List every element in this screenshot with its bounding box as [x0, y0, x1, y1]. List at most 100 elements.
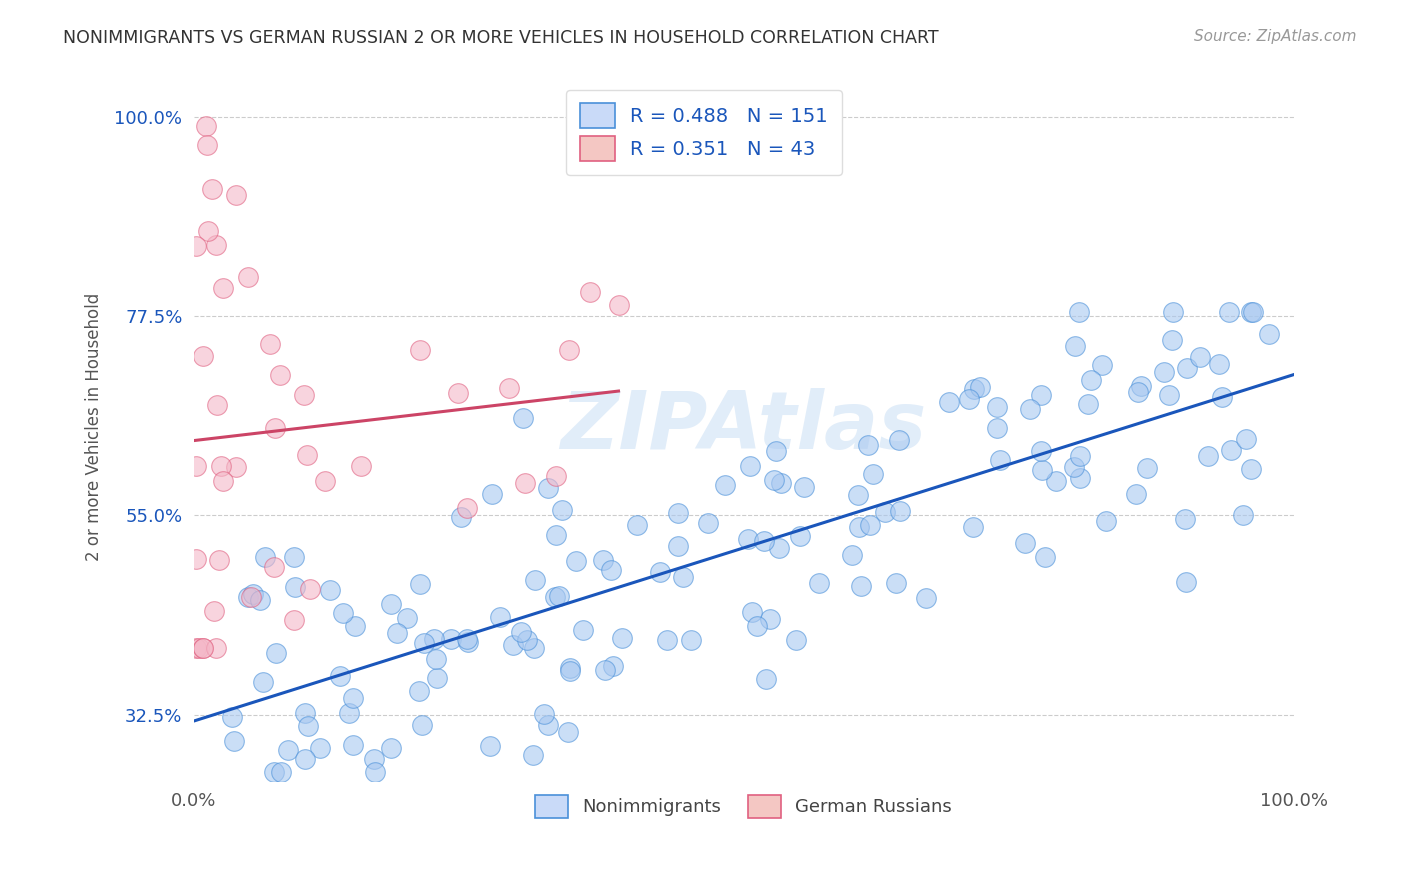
Point: [263, 765, 285, 780]
Point: [858, 438, 880, 452]
Point: [1136, 461, 1159, 475]
Point: [450, 509, 472, 524]
Point: [768, 541, 790, 555]
Point: [755, 672, 778, 686]
Point: [697, 516, 720, 531]
Point: [457, 635, 479, 649]
Point: [409, 343, 432, 357]
Point: [1175, 360, 1198, 375]
Point: [1208, 357, 1230, 371]
Point: [1153, 366, 1175, 380]
Point: [259, 337, 281, 351]
Point: [1241, 305, 1264, 319]
Point: [207, 553, 229, 567]
Point: [1045, 475, 1067, 489]
Point: [626, 517, 648, 532]
Point: [283, 613, 305, 627]
Point: [602, 659, 624, 673]
Point: [509, 625, 531, 640]
Point: [184, 641, 207, 656]
Point: [212, 281, 235, 295]
Point: [252, 675, 274, 690]
Point: [513, 475, 536, 490]
Point: [1064, 339, 1087, 353]
Point: [1239, 462, 1261, 476]
Point: [1029, 443, 1052, 458]
Point: [1014, 535, 1036, 549]
Point: [1174, 511, 1197, 525]
Point: [298, 582, 321, 597]
Point: [456, 501, 478, 516]
Point: [1161, 305, 1184, 319]
Point: [197, 224, 219, 238]
Point: [752, 533, 775, 548]
Point: [544, 590, 567, 604]
Point: [963, 382, 986, 396]
Point: [915, 591, 938, 606]
Point: [1257, 327, 1279, 342]
Point: [988, 453, 1011, 467]
Point: [841, 548, 863, 562]
Point: [785, 633, 807, 648]
Point: [409, 577, 432, 591]
Point: [1125, 486, 1147, 500]
Point: [211, 474, 233, 488]
Point: [681, 633, 703, 648]
Point: [544, 528, 567, 542]
Legend: Nonimmigrants, German Russians: Nonimmigrants, German Russians: [529, 788, 959, 825]
Point: [395, 611, 418, 625]
Point: [808, 576, 831, 591]
Point: [592, 553, 614, 567]
Point: [238, 270, 260, 285]
Point: [565, 554, 588, 568]
Point: [254, 550, 277, 565]
Point: [350, 459, 373, 474]
Point: [1063, 459, 1085, 474]
Point: [270, 765, 292, 780]
Point: [957, 392, 980, 407]
Point: [672, 570, 695, 584]
Point: [209, 459, 232, 474]
Point: [184, 552, 207, 566]
Point: [1077, 397, 1099, 411]
Point: [1031, 388, 1053, 402]
Point: [193, 641, 215, 656]
Point: [1198, 450, 1220, 464]
Point: [1211, 390, 1233, 404]
Point: [938, 395, 960, 409]
Point: [263, 421, 285, 435]
Point: [277, 743, 299, 757]
Point: [969, 380, 991, 394]
Point: [873, 505, 896, 519]
Point: [610, 631, 633, 645]
Point: [184, 458, 207, 473]
Point: [380, 597, 402, 611]
Point: [524, 573, 547, 587]
Point: [478, 739, 501, 753]
Point: [225, 187, 247, 202]
Point: [269, 368, 291, 383]
Point: [533, 706, 555, 721]
Point: [412, 636, 434, 650]
Point: [202, 604, 225, 618]
Point: [191, 641, 214, 656]
Point: [337, 706, 360, 720]
Point: [1033, 550, 1056, 565]
Point: [523, 640, 546, 655]
Text: ZIPAtlas: ZIPAtlas: [561, 388, 927, 466]
Point: [1159, 388, 1181, 402]
Point: [1094, 514, 1116, 528]
Point: [593, 663, 616, 677]
Point: [544, 468, 567, 483]
Point: [607, 298, 630, 312]
Point: [747, 619, 769, 633]
Point: [666, 539, 689, 553]
Point: [547, 589, 569, 603]
Point: [385, 626, 408, 640]
Point: [884, 576, 907, 591]
Point: [1130, 379, 1153, 393]
Point: [1218, 305, 1240, 319]
Point: [986, 400, 1008, 414]
Point: [411, 717, 433, 731]
Point: [758, 612, 780, 626]
